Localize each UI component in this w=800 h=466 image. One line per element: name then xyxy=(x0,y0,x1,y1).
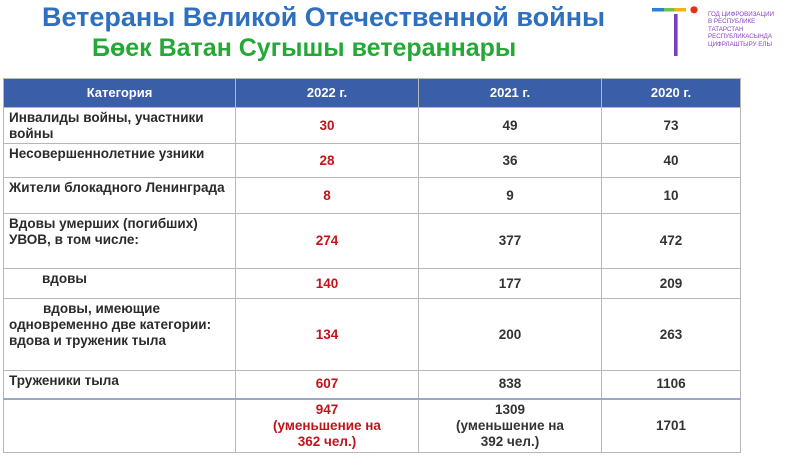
table-row: Инвалиды войны, участники войны 30 49 73 xyxy=(3,107,741,144)
value-2020: 10 xyxy=(601,177,741,214)
value-2021: 177 xyxy=(418,268,602,299)
veterans-table: Категория 2022 г. 2021 г. 2020 г. Инвали… xyxy=(3,78,741,453)
category-cell xyxy=(3,398,236,453)
logo-text: ГОД ЦИФРОВИЗАЦИИ В РЕСПУБЛИКЕ ТАТАРСТАН … xyxy=(708,11,798,48)
value-2022: 28 xyxy=(235,143,419,178)
logo-line: ЦИФРЛАШТЫРУ ЕЛЫ xyxy=(708,40,772,48)
column-header-category: Категория xyxy=(3,78,236,108)
category-cell: Вдовы умерших (погибших) УВОВ, в том чис… xyxy=(3,213,236,269)
table-row: вдовы 140 177 209 xyxy=(3,268,741,299)
value-2021: 49 xyxy=(418,107,602,144)
category-cell: Инвалиды войны, участники войны xyxy=(3,107,236,144)
value-2022: 140 xyxy=(235,268,419,299)
total-2020: 1701 xyxy=(601,398,741,453)
digitalization-year-logo: ГОД ЦИФРОВИЗАЦИИ В РЕСПУБЛИКЕ ТАТАРСТАН … xyxy=(652,6,792,66)
page-title: Ветераны Великой Отечественной войны xyxy=(42,2,606,32)
value-2020: 209 xyxy=(601,268,741,299)
category-cell: вдовы, имеющие одновременно две категори… xyxy=(3,298,236,371)
value-2020: 73 xyxy=(601,107,741,144)
table-total-row: 947 (уменьшение на 362 чел.) 1309 (умень… xyxy=(3,398,741,453)
value-2020: 1106 xyxy=(601,370,741,399)
value-2022: 274 xyxy=(235,213,419,269)
value-2021: 200 xyxy=(418,298,602,371)
category-cell: вдовы xyxy=(3,268,236,299)
total-2022: 947 (уменьшение на 362 чел.) xyxy=(235,398,419,453)
category-text: вдовы, имеющие одновременно две категори… xyxy=(9,301,212,348)
table-row: Несовершеннолетние узники 28 36 40 xyxy=(3,143,741,178)
table-row: Вдовы умерших (погибших) УВОВ, в том чис… xyxy=(3,213,741,269)
value-2020: 40 xyxy=(601,143,741,178)
value-2021: 838 xyxy=(418,370,602,399)
logo-line: ГОД ЦИФРОВИЗАЦИИ xyxy=(708,11,775,18)
column-header-2021: 2021 г. xyxy=(418,78,602,108)
logo-line: В РЕСПУБЛИКЕ xyxy=(708,18,756,26)
logo-mark-icon xyxy=(652,6,698,56)
column-header-2020: 2020 г. xyxy=(601,78,741,108)
total-2022-text: 947 (уменьшение на 362 чел.) xyxy=(273,401,381,449)
table-row: вдовы, имеющие одновременно две категори… xyxy=(3,298,741,371)
table-header-row: Категория 2022 г. 2021 г. 2020 г. xyxy=(3,78,741,108)
total-2021-text: 1309 (уменьшение на 392 чел.) xyxy=(456,401,564,449)
page-subtitle: Бөек Ватан Сугышы ветераннары xyxy=(92,34,517,62)
category-cell: Несовершеннолетние узники xyxy=(3,143,236,178)
value-2020: 263 xyxy=(601,298,741,371)
value-2022: 8 xyxy=(235,177,419,214)
value-2021: 9 xyxy=(418,177,602,214)
value-2022: 134 xyxy=(235,298,419,371)
value-2021: 36 xyxy=(418,143,602,178)
column-header-2022: 2022 г. xyxy=(235,78,419,108)
table-row: Труженики тыла 607 838 1106 xyxy=(3,370,741,399)
table-row: Жители блокадного Ленинграда 8 9 10 xyxy=(3,177,741,214)
category-cell: Жители блокадного Ленинграда xyxy=(3,177,236,214)
category-cell: Труженики тыла xyxy=(3,370,236,399)
logo-line: ТАТАРСТАН xyxy=(708,25,744,33)
total-2021: 1309 (уменьшение на 392 чел.) xyxy=(418,398,602,453)
value-2022: 30 xyxy=(235,107,419,144)
value-2020: 472 xyxy=(601,213,741,269)
value-2022: 607 xyxy=(235,370,419,399)
value-2021: 377 xyxy=(418,213,602,269)
logo-line: РЕСПУБЛИКАСЫНДА xyxy=(708,33,772,41)
